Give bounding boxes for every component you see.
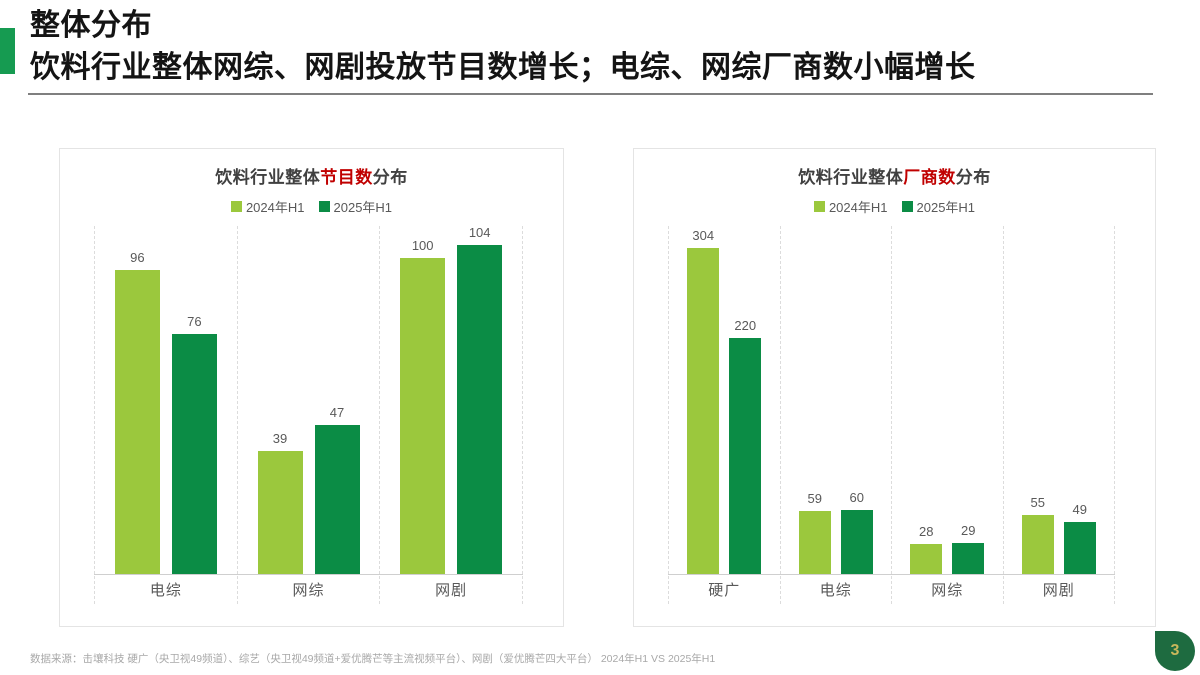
title-accent-bar — [0, 28, 15, 74]
chart-title-highlight: 节目数 — [320, 168, 373, 187]
plot-groups: 304 220 硬广 59 60 电综 28 29 网综 55 49 网剧 — [668, 226, 1115, 604]
bar-value-label: 104 — [468, 225, 491, 240]
category-group: 96 76 电综 — [94, 226, 237, 604]
bar-value-label: 55 — [1030, 495, 1045, 510]
bar-value-label: 49 — [1072, 502, 1087, 517]
bar-2024年H1: 304 — [687, 228, 720, 574]
category-label: 网剧 — [435, 581, 468, 599]
category-label: 网综 — [931, 581, 964, 599]
category-group: 59 60 电综 — [779, 226, 892, 604]
bar-value-label: 76 — [187, 314, 202, 329]
bar-pair: 39 47 — [238, 226, 380, 574]
bar-pair: 55 49 — [1004, 226, 1115, 574]
chart-title-highlight: 厂商数 — [903, 168, 956, 187]
chart-title-suffix: 分布 — [372, 168, 408, 187]
legend-swatch — [230, 201, 242, 212]
legend-swatch — [813, 201, 825, 212]
bar-value-label: 29 — [961, 523, 976, 538]
legend-item: 2024年H1 — [813, 197, 888, 216]
chart-title-prefix: 饮料行业整体 — [215, 168, 321, 187]
x-axis-line — [668, 574, 1115, 575]
category-group: 39 47 网综 — [236, 226, 380, 604]
bar-2024年H1: 28 — [910, 524, 943, 574]
bar-value-label: 304 — [692, 228, 715, 243]
bar-value-label: 60 — [849, 490, 864, 505]
legend-label: 2024年H1 — [245, 200, 305, 215]
legend-swatch — [901, 201, 913, 212]
bar-value-label: 100 — [411, 238, 434, 253]
legend-label: 2025年H1 — [333, 200, 393, 215]
chart-title-prefix: 饮料行业整体 — [798, 168, 904, 187]
legend-item: 2024年H1 — [230, 197, 305, 216]
category-group: 28 29 网综 — [891, 226, 1003, 604]
bar-2025年H1: 104 — [457, 225, 503, 574]
category-group: 304 220 硬广 — [668, 226, 780, 604]
bar-2024年H1: 96 — [114, 250, 160, 574]
bar-pair: 28 29 — [892, 226, 1003, 574]
category-label: 网综 — [292, 581, 325, 599]
chart-title: 饮料行业整体节目数分布 — [60, 163, 563, 188]
bar-2024年H1: 59 — [798, 491, 831, 574]
legend: 2024年H1 2025年H1 — [60, 197, 563, 216]
bar-pair: 304 220 — [669, 226, 780, 574]
category-label: 电综 — [819, 581, 852, 599]
page-number-badge: 3 — [1155, 631, 1195, 671]
bar-2025年H1: 47 — [314, 405, 360, 574]
legend: 2024年H1 2025年H1 — [634, 197, 1155, 216]
chart-title: 饮料行业整体厂商数分布 — [634, 163, 1155, 188]
slide-subtitle: 饮料行业整体网综、网剧投放节目数增长；电综、网综厂商数小幅增长 — [30, 51, 976, 84]
bar-value-label: 96 — [130, 250, 145, 265]
bar-2024年H1: 39 — [257, 431, 303, 574]
bar-2024年H1: 100 — [400, 238, 446, 574]
bar-2025年H1: 49 — [1063, 502, 1096, 574]
bar-value-label: 39 — [272, 431, 288, 446]
bar-2025年H1: 29 — [952, 523, 985, 574]
category-label: 网剧 — [1042, 581, 1075, 599]
header-divider — [28, 93, 1153, 95]
plot-area: 304 220 硬广 59 60 电综 28 29 网综 55 49 网剧 — [668, 226, 1115, 604]
legend-label: 2025年H1 — [916, 200, 976, 215]
category-group: 55 49 网剧 — [1002, 226, 1115, 604]
bar-2025年H1: 60 — [840, 490, 873, 574]
chart-card-vendor-count: 饮料行业整体厂商数分布 2024年H1 2025年H1 304 220 硬广 59 60 电… — [633, 148, 1156, 627]
plot-groups: 96 76 电综 39 47 网综 100 104 网剧 — [94, 225, 523, 604]
legend-swatch — [318, 201, 330, 212]
bar-value-label: 59 — [807, 491, 822, 506]
bar-pair: 96 76 — [95, 226, 237, 574]
chart-card-program-count: 饮料行业整体节目数分布 2024年H1 2025年H1 96 76 电综 39 47 网综 1… — [59, 148, 564, 627]
legend-item: 2025年H1 — [901, 197, 976, 216]
page-number: 3 — [1170, 642, 1180, 659]
legend-label: 2024年H1 — [828, 200, 888, 215]
plot-area: 96 76 电综 39 47 网综 100 104 网剧 — [94, 225, 523, 604]
bar-2025年H1: 76 — [171, 314, 217, 574]
x-axis-line — [94, 574, 523, 575]
bar-2025年H1: 220 — [729, 318, 762, 574]
bar-pair: 100 104 — [380, 225, 522, 574]
category-label: 硬广 — [708, 581, 741, 599]
chart-title-suffix: 分布 — [955, 168, 991, 187]
header: 整体分布 饮料行业整体网综、网剧投放节目数增长；电综、网综厂商数小幅增长 — [30, 5, 976, 89]
legend-item: 2025年H1 — [318, 197, 393, 216]
bar-value-label: 47 — [329, 405, 345, 420]
category-label: 电综 — [149, 581, 182, 599]
bar-value-label: 220 — [734, 318, 757, 333]
bar-value-label: 28 — [919, 524, 934, 539]
bar-2024年H1: 55 — [1021, 495, 1054, 574]
bar-pair: 59 60 — [781, 226, 892, 574]
slide-title: 整体分布 — [30, 9, 152, 42]
category-group: 100 104 网剧 — [379, 225, 522, 604]
data-source-note: 数据来源：击壤科技 硬广（央卫视49频道）、综艺（央卫视49频道+爱优腾芒等主流… — [30, 653, 716, 665]
